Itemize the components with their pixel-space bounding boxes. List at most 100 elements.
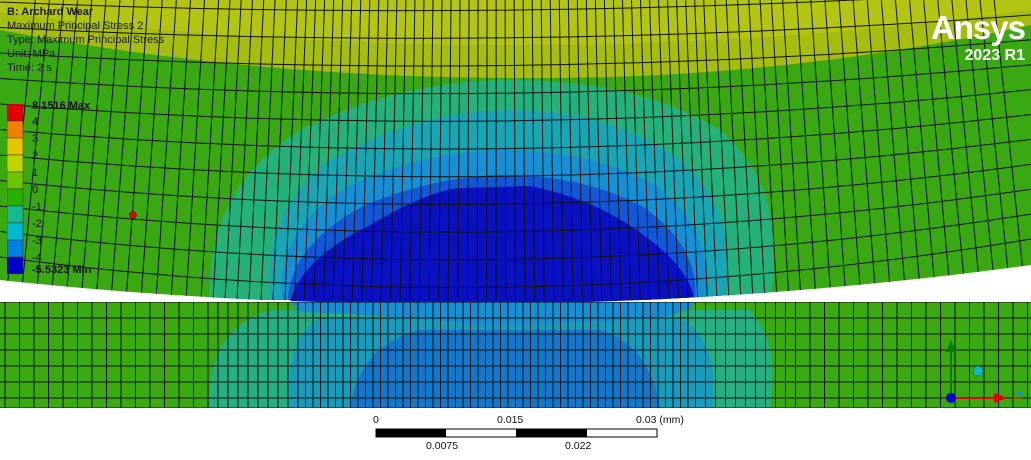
- mesh-line: [770, 0, 790, 301]
- result-name: Maximum Principal Stress 2: [7, 20, 144, 32]
- mesh-line: [612, 0, 622, 301]
- mesh-line: [737, 0, 754, 301]
- mesh-line: [866, 0, 892, 301]
- mesh-line: [838, 0, 862, 301]
- brand-name: Ansys: [930, 9, 1026, 46]
- mesh-line: [796, 0, 817, 301]
- mesh-line: [965, 0, 997, 301]
- mesh-line: [370, 0, 380, 301]
- upper-mesh: [0, 0, 1031, 301]
- mesh-line: [549, 0, 555, 301]
- mesh-line: [125, 0, 149, 301]
- mesh-line: [438, 0, 443, 301]
- mesh-line: [466, 0, 470, 301]
- mesh-line: [80, 0, 107, 301]
- mesh-line: [558, 0, 564, 301]
- probe-marker[interactable]: [129, 211, 137, 219]
- mesh-line: [979, 0, 1012, 301]
- legend-swatch: [7, 137, 24, 156]
- mesh-line: [447, 0, 452, 301]
- mesh-line: [212, 0, 231, 301]
- mesh-line: [0, 64, 1031, 95]
- result-info: B: Archard Wear Maximum Principal Stress…: [7, 5, 164, 75]
- mesh-line: [361, 0, 371, 301]
- mesh-line: [332, 0, 344, 301]
- legend-tick-label: 2: [32, 150, 39, 162]
- mesh-line: [457, 0, 461, 301]
- mesh-line: [428, 0, 434, 301]
- legend-tick-label: 3: [32, 133, 39, 145]
- legend-tick-label: -4: [32, 252, 42, 264]
- mesh-line: [658, 0, 670, 301]
- mesh-line: [35, 0, 65, 301]
- lower-body-contour: [0, 302, 1031, 408]
- legend-swatch: [7, 239, 24, 258]
- mesh-line: [782, 0, 802, 301]
- mesh-line: [185, 0, 206, 301]
- legend-swatch: [7, 205, 24, 224]
- legend-tick-label: -2: [32, 218, 42, 230]
- mesh-line: [272, 0, 287, 301]
- mesh-line: [313, 0, 326, 301]
- legend-max-label: 8.1516 Max: [32, 100, 91, 112]
- scale-segment-1: [376, 429, 446, 437]
- mesh-line: [531, 0, 536, 301]
- mesh-line: [95, 0, 121, 301]
- mesh-line: [649, 0, 660, 301]
- mesh-line: [0, 0, 1031, 12]
- triad-origin: [946, 393, 956, 403]
- color-legend[interactable]: 8.1516 Max 4 3 2 1 0 -1 -2 -3 -4 -5.5323 Min: [7, 100, 147, 280]
- mesh-line: [294, 0, 308, 301]
- mesh-line: [810, 0, 832, 301]
- legend-swatch: [7, 104, 24, 122]
- triad-y-arrowhead: [946, 340, 956, 352]
- mesh-line: [0, 89, 1031, 122]
- mesh-line: [685, 0, 699, 301]
- mesh-line: [409, 0, 416, 301]
- mesh-line: [342, 0, 353, 301]
- mesh-line: [852, 0, 877, 301]
- scale-ruler: [375, 428, 658, 438]
- mesh-line: [714, 0, 730, 301]
- mesh-line: [260, 0, 276, 301]
- legend-tick-label: -1: [32, 201, 42, 213]
- mesh-line: [486, 0, 488, 301]
- triad-x-arrowhead: [994, 393, 1007, 403]
- mesh-line: [567, 0, 574, 301]
- mesh-line: [322, 0, 335, 301]
- scale-segment-3: [516, 429, 587, 437]
- triad-extra-point: [1017, 391, 1021, 395]
- mesh-line: [110, 0, 135, 301]
- mesh-line: [894, 0, 922, 301]
- coordinate-triad[interactable]: [946, 340, 1022, 403]
- mesh-line: [513, 0, 516, 301]
- mesh-line: [418, 0, 425, 301]
- mesh-line: [937, 0, 967, 301]
- scale-label-0022: 0.022: [565, 440, 592, 452]
- result-time: Time: 2 s: [7, 62, 52, 74]
- legend-swatch: [7, 188, 24, 207]
- legend-tick-label: 0: [32, 184, 39, 196]
- mesh-line: [759, 0, 778, 301]
- mesh-line: [224, 0, 242, 301]
- mesh-line: [725, 0, 742, 301]
- result-unit: Unit: MPa: [7, 48, 56, 60]
- legend-swatch: [7, 256, 24, 274]
- mesh-line: [540, 0, 545, 301]
- scale-label-003: 0.03 (mm): [636, 414, 684, 426]
- mesh-line: [594, 0, 603, 301]
- mesh-line: [676, 0, 689, 301]
- legend-min-label: -5.5323 Min: [32, 264, 92, 276]
- mesh-line: [0, 14, 1031, 39]
- mesh-line: [909, 0, 937, 301]
- mesh-line: [748, 0, 766, 301]
- legend-tick-label: 4: [32, 116, 39, 128]
- triad-iso-sphere[interactable]: [972, 365, 984, 377]
- mesh-line: [694, 0, 708, 301]
- legend-color-bar: [7, 104, 24, 274]
- mesh-line: [824, 0, 847, 301]
- legend-tick-label: 1: [32, 167, 39, 179]
- mesh-line: [20, 0, 50, 301]
- mesh-line: [155, 0, 177, 301]
